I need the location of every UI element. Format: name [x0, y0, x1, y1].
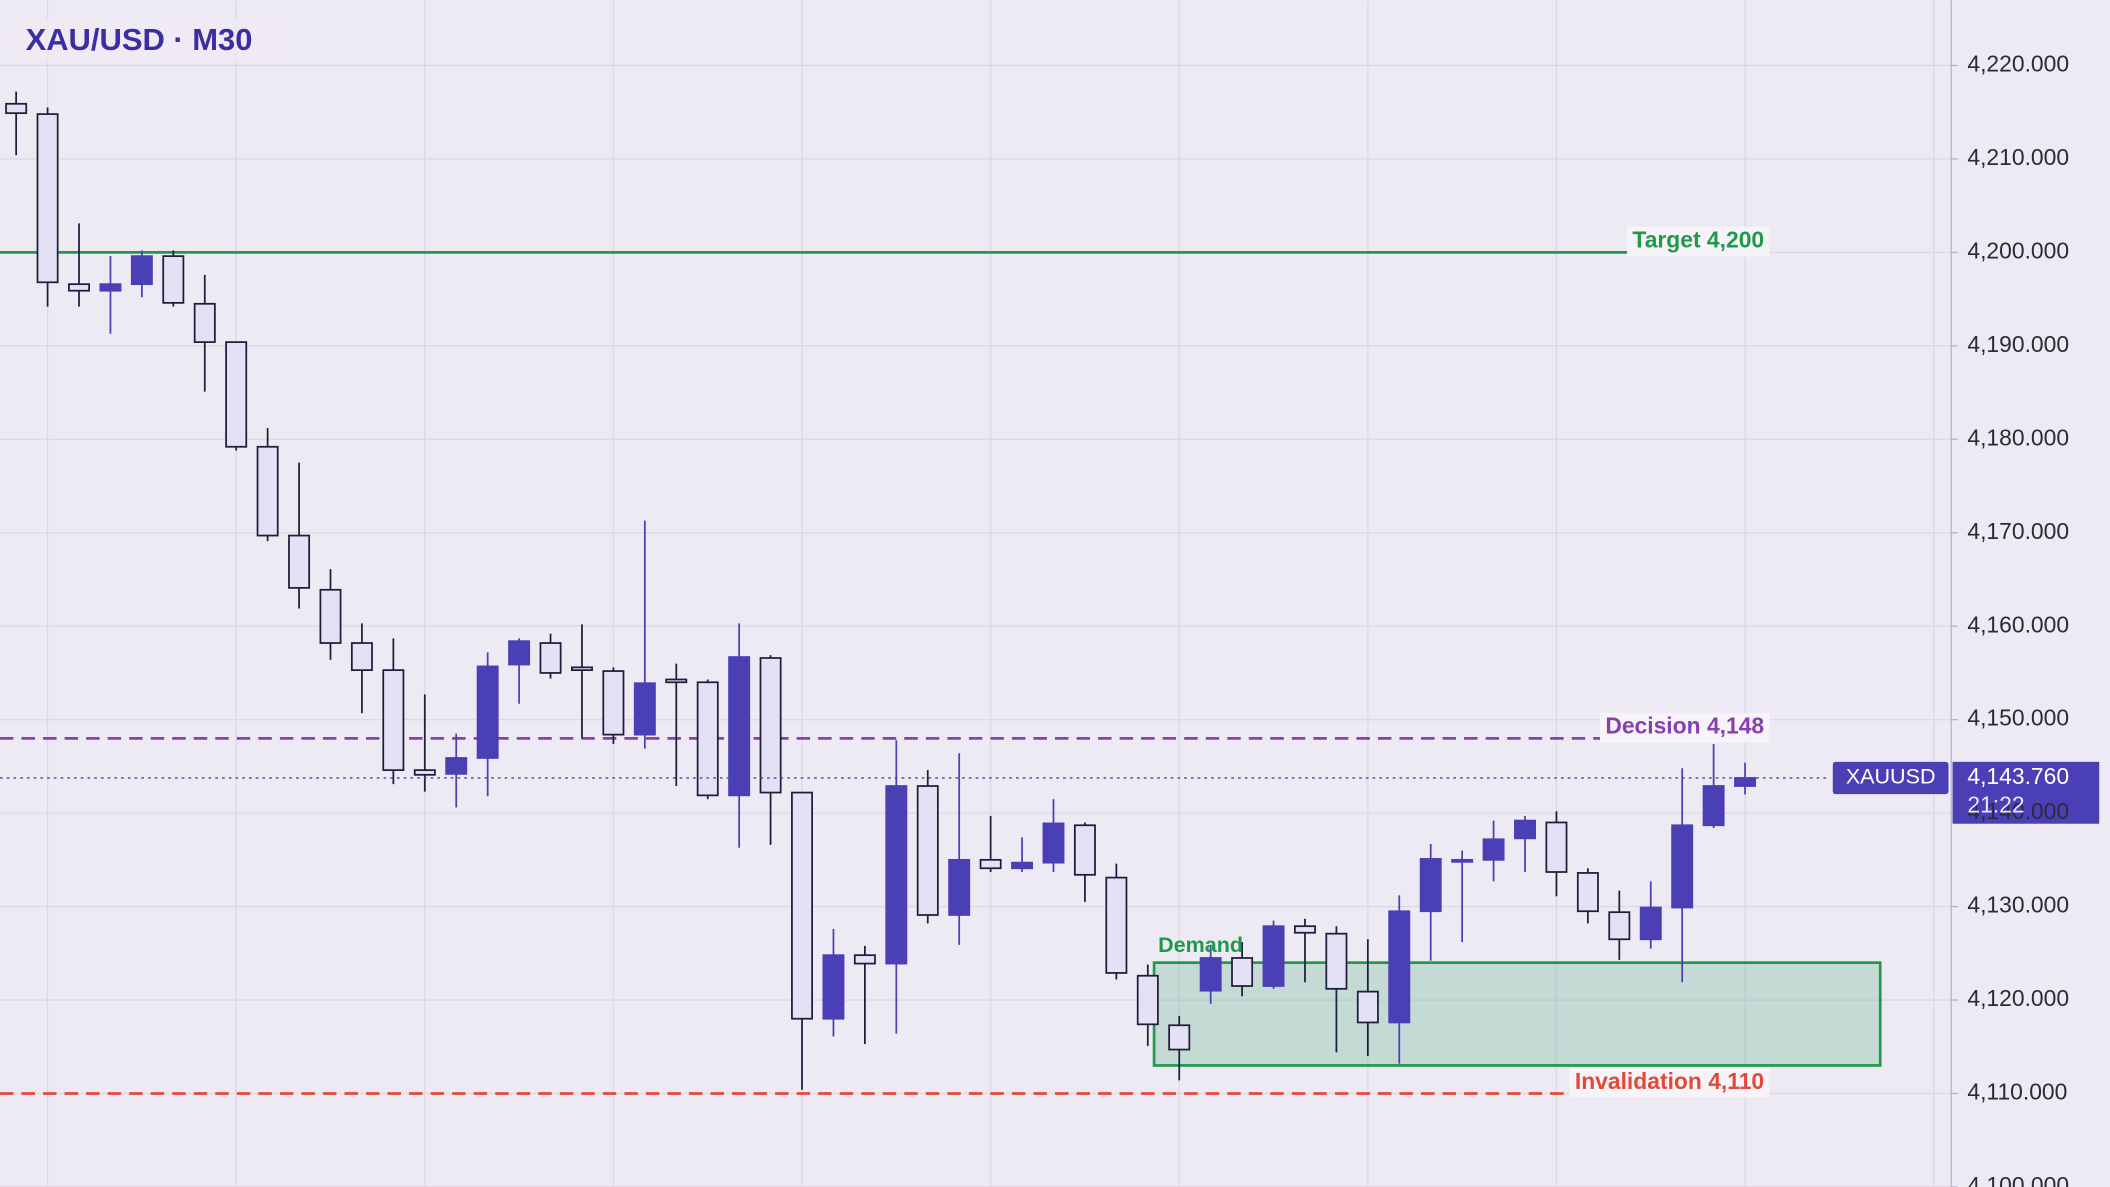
- candle-body: [413, 769, 436, 776]
- candle-body: [256, 445, 279, 537]
- candle-body: [1702, 785, 1725, 827]
- candle-body: [1482, 838, 1505, 861]
- candle-body: [5, 102, 28, 115]
- y-tick-label: 4,110.000: [1967, 1079, 2067, 1105]
- candle-body: [1105, 876, 1128, 974]
- y-tick-label: 4,140.000: [1967, 798, 2069, 824]
- y-tick-label: 4,120.000: [1967, 985, 2069, 1011]
- candle-body: [822, 954, 845, 1020]
- last-price-label: 4,143.760: [1967, 763, 2069, 789]
- candle-body: [1294, 925, 1316, 934]
- y-tick-label: 4,200.000: [1967, 237, 2069, 263]
- candle-body: [633, 682, 656, 736]
- candle-body: [350, 642, 373, 672]
- candle-body: [948, 858, 971, 916]
- candle-body: [1388, 910, 1411, 1024]
- candle-body: [1262, 925, 1285, 987]
- symbol-tag: [1832, 761, 1949, 795]
- candle-body: [288, 534, 311, 589]
- candle-body: [1042, 822, 1065, 864]
- candle-body: [759, 657, 782, 794]
- y-tick-label: 4,170.000: [1967, 518, 2069, 544]
- level-label-bg: [1627, 226, 1770, 257]
- candle-body: [791, 791, 813, 1020]
- zone-label: Demand: [1158, 933, 1243, 957]
- y-tick-label: 4,130.000: [1967, 892, 2069, 918]
- candle-body: [225, 341, 248, 448]
- y-tick-label: 4,210.000: [1967, 144, 2069, 170]
- y-tick-label: 4,100.000: [1967, 1172, 2069, 1187]
- candle-body: [1231, 957, 1254, 987]
- candle-body: [1073, 824, 1096, 876]
- price-tag: [1952, 761, 2100, 824]
- candle-body: [1734, 777, 1757, 787]
- candle-body: [1514, 819, 1536, 840]
- candle-body: [1608, 911, 1631, 941]
- candle-body: [728, 656, 751, 797]
- level-label-bg: [1569, 1067, 1770, 1098]
- title-bg: [10, 18, 280, 62]
- countdown-label: 21:22: [1967, 791, 2024, 817]
- candle-body: [1168, 1024, 1191, 1051]
- candle-body: [885, 785, 908, 965]
- candle-body: [1356, 990, 1379, 1024]
- candle-body: [162, 255, 185, 304]
- level-label: Invalidation 4,110: [1575, 1068, 1764, 1094]
- candle-body: [445, 757, 468, 775]
- candle-body: [476, 665, 499, 759]
- candle-body: [1325, 932, 1348, 990]
- candle-body: [1545, 821, 1568, 873]
- candle-body: [1136, 974, 1159, 1026]
- candle-body: [1451, 858, 1474, 863]
- symbol-label: XAUUSD: [1846, 765, 1936, 789]
- y-tick-label: 4,190.000: [1967, 331, 2069, 357]
- candle-body: [193, 302, 216, 343]
- candle-body: [508, 640, 531, 666]
- candle-body: [1639, 906, 1662, 941]
- y-tick-label: 4,150.000: [1967, 705, 2069, 731]
- candle-body: [1419, 858, 1442, 913]
- candle-body: [602, 670, 625, 736]
- candle-body: [539, 642, 562, 674]
- candle-body: [696, 681, 719, 797]
- y-tick-label: 4,220.000: [1967, 51, 2069, 77]
- candle-body: [853, 954, 876, 965]
- candle-body: [1671, 824, 1694, 909]
- candle-body: [36, 113, 59, 284]
- level-label: Target 4,200: [1632, 227, 1764, 253]
- candle-body: [979, 858, 1002, 870]
- candle-body: [130, 255, 153, 286]
- candle-body: [1199, 957, 1222, 992]
- chart-title: XAU/USD · M30: [26, 22, 253, 57]
- y-tick-label: 4,180.000: [1967, 424, 2069, 450]
- candle-body: [382, 669, 405, 772]
- level-label-bg: [1599, 712, 1770, 743]
- level-label: Decision 4,148: [1605, 713, 1764, 739]
- y-tick-label: 4,160.000: [1967, 611, 2069, 637]
- candle-body: [665, 678, 688, 684]
- candle-body: [916, 785, 939, 916]
- candle-body: [571, 666, 593, 672]
- candle-body: [1576, 872, 1599, 913]
- candle-body: [319, 588, 342, 644]
- candle-body: [1011, 861, 1034, 870]
- candle-body: [99, 283, 122, 292]
- candle-body: [68, 283, 90, 292]
